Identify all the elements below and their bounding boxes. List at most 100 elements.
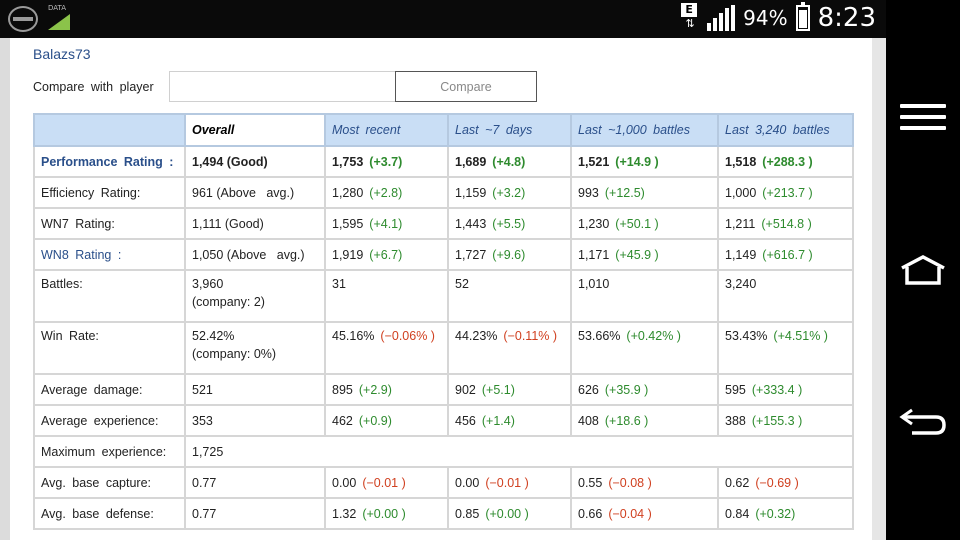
stat-cell: 895 (+2.9) (324, 373, 449, 406)
stat-value: 1.32 (332, 506, 357, 521)
table-row: Maximum experience: 1,725 (33, 435, 854, 468)
stat-value: 53.43% (725, 329, 768, 343)
stat-cell: 1,010 (570, 269, 719, 323)
stat-cell: 1,230 (+50.1 ) (570, 207, 719, 240)
row-label: Avg. base capture: (33, 466, 186, 499)
overall-cell: 961 (Above avg.) (184, 176, 326, 209)
overall-value: 0.77 (192, 475, 217, 490)
stat-cell: 1,595 (+4.1) (324, 207, 449, 240)
stat-cell: 31 (324, 269, 449, 323)
stat-value: 1,689 (455, 154, 487, 169)
compare-row: Compare with player Compare (33, 71, 537, 102)
overall-value: 1,050 (Above avg.) (192, 247, 305, 262)
stat-cell: 388 (+155.3 ) (717, 404, 854, 437)
stat-cell: 45.16% (−0.06% ) (324, 321, 449, 375)
table-row: Average damage: 521 895 (+2.9) 902 (+5.1) 626 (… (33, 373, 854, 406)
row-label[interactable]: WN8 Rating : (33, 238, 186, 271)
stat-delta: (+35.9 ) (604, 382, 649, 397)
row-label: Avg. base defense: (33, 497, 186, 530)
home-icon[interactable] (898, 254, 948, 286)
back-icon[interactable] (898, 404, 948, 436)
overall-cell: 52.42% (company: 0%) (184, 321, 326, 375)
stat-value: 1,280 (332, 185, 364, 200)
stat-value: 45.16% (332, 329, 375, 343)
header-last-1000-battles[interactable]: Last ~1,000 battles (570, 113, 719, 147)
stat-value: 1,159 (455, 185, 487, 200)
stat-delta: (−0.06% ) (380, 329, 435, 343)
clock: 8:23 (817, 3, 876, 33)
table-row: Battles: 3,960 (company: 2) 31 52 1,010 3,240 (33, 269, 854, 323)
row-label: Average experience: (33, 404, 186, 437)
overall-cell: 353 (184, 404, 326, 437)
stat-delta: (+616.7 ) (762, 247, 813, 262)
stat-cell: 52 (447, 269, 572, 323)
overall-value: 52.42% (192, 329, 235, 343)
page-scrollbar[interactable] (872, 38, 886, 540)
status-bar: DATA E ⇅ 94% 8:23 (0, 0, 886, 38)
stat-delta: (−0.01 ) (362, 475, 406, 490)
stat-delta: (−0.01 ) (485, 475, 529, 490)
overall-value: 353 (192, 413, 213, 428)
stat-value: 52 (455, 277, 469, 291)
stat-cell: 1,518 (+288.3 ) (717, 145, 854, 178)
overall-cell: 1,050 (Above avg.) (184, 238, 326, 271)
table-row: WN8 Rating : 1,050 (Above avg.) 1,919 (+6.7… (33, 238, 854, 271)
overall-cell: 1,494 (Good) (184, 145, 326, 178)
stat-cell: 1,919 (+6.7) (324, 238, 449, 271)
stat-value: 595 (725, 382, 746, 397)
header-overall[interactable]: Overall (184, 113, 326, 147)
stat-cell: 44.23% (−0.11% ) (447, 321, 572, 375)
stat-cell: 462 (+0.9) (324, 404, 449, 437)
stat-delta: (+5.5) (492, 216, 526, 231)
data-icon: DATA (48, 4, 74, 32)
signal-icon (707, 5, 736, 31)
stat-value: 1,595 (332, 216, 364, 231)
menu-icon[interactable] (900, 104, 946, 130)
stat-value: 1,518 (725, 154, 757, 169)
stat-value: 993 (578, 185, 599, 200)
stat-value: 53.66% (578, 329, 621, 343)
header-last-7-days[interactable]: Last ~7 days (447, 113, 572, 147)
stat-value: 0.85 (455, 506, 480, 521)
row-label[interactable]: Performance Rating : (33, 145, 186, 178)
stat-value: 1,443 (455, 216, 487, 231)
stat-cell: 1,159 (+3.2) (447, 176, 572, 209)
overall-value: 0.77 (192, 506, 217, 521)
stat-delta: (+288.3 ) (762, 154, 813, 169)
stat-delta: (+4.8) (492, 154, 526, 169)
stat-delta: (+213.7 ) (762, 185, 813, 200)
stat-cell: 595 (+333.4 ) (717, 373, 854, 406)
stat-cell: 626 (+35.9 ) (570, 373, 719, 406)
stat-value: 0.66 (578, 506, 603, 521)
player-name[interactable]: Balazs73 (33, 46, 91, 62)
stat-cell: 1,689 (+4.8) (447, 145, 572, 178)
stat-cell: 993 (+12.5) (570, 176, 719, 209)
stat-delta: (−0.69 ) (755, 475, 799, 490)
network-type-icon: E ⇅ (681, 3, 699, 33)
overall-cell: 1,725 (184, 435, 854, 468)
compare-player-input[interactable] (169, 71, 395, 102)
stat-value: 44.23% (455, 329, 498, 343)
overall-cell: 0.77 (184, 497, 326, 530)
stat-delta: (+6.7) (369, 247, 403, 262)
stat-delta: (+12.5) (604, 185, 645, 200)
stat-value: 408 (578, 413, 599, 428)
table-row: Efficiency Rating: 961 (Above avg.) 1,280 (… (33, 176, 854, 209)
header-last-3240-battles[interactable]: Last 3,240 battles (717, 113, 854, 147)
stat-delta: (−0.04 ) (608, 506, 652, 521)
stat-delta: (+514.8 ) (761, 216, 812, 231)
stat-value: 1,000 (725, 185, 757, 200)
compare-button[interactable]: Compare (395, 71, 537, 102)
stat-delta: (+2.9) (358, 382, 392, 397)
stat-cell: 1,171 (+45.9 ) (570, 238, 719, 271)
stat-value: 902 (455, 382, 476, 397)
stat-delta: (+18.6 ) (604, 413, 649, 428)
overall-value: 1,494 (Good) (192, 154, 268, 169)
overall-value: 961 (Above avg.) (192, 185, 295, 200)
overall-cell: 3,960 (company: 2) (184, 269, 326, 323)
header-most-recent[interactable]: Most recent (324, 113, 449, 147)
stat-delta: (+2.8) (369, 185, 403, 200)
stat-cell: 53.66% (+0.42% ) (570, 321, 719, 375)
stat-cell: 1,000 (+213.7 ) (717, 176, 854, 209)
row-label: Average damage: (33, 373, 186, 406)
